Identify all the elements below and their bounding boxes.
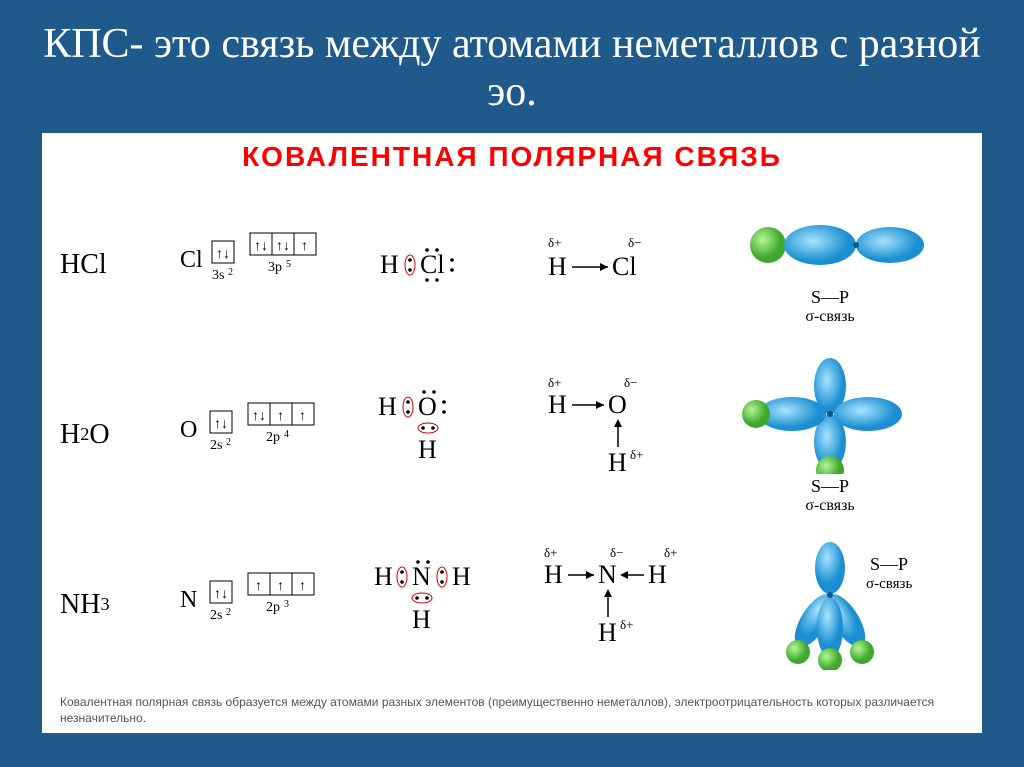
svg-text:H: H [598,618,617,647]
svg-text:O: O [418,392,437,421]
svg-text:δ−: δ− [628,235,641,250]
svg-text:H: H [608,448,627,477]
formula-nh3: NH3 [60,520,170,690]
orbital-hcl: S—P σ-связь [710,181,950,351]
svg-text:δ+: δ+ [548,375,561,390]
svg-text:3s: 3s [212,268,224,283]
dipole-svg-h2o: δ+ H δ− O H δ+ [540,375,690,495]
svg-text:H: H [412,605,431,634]
svg-text:H: H [378,392,397,421]
svg-text:↑: ↑ [299,579,306,594]
svg-text:H: H [452,562,471,591]
svg-text:δ+: δ+ [620,617,633,632]
svg-text:↑↓: ↑↓ [214,417,228,432]
econf-svg-h2o: O ↑↓ 2s 2 ↑↓ ↑ ↑ 2p 4 [180,399,350,471]
lewis-nh3: H N H H [370,520,530,690]
svg-text:↑: ↑ [299,409,306,424]
svg-text:↑: ↑ [277,409,284,424]
svg-text:H: H [648,560,667,589]
svg-text:N: N [180,587,197,613]
footnote: Ковалентная полярная связь образуется ме… [60,695,964,726]
econf-nh3: N ↑↓ 2s 2 ↑ ↑ ↑ 2p 3 [180,520,360,690]
svg-text:2s: 2s [210,608,222,623]
svg-text:4: 4 [284,429,289,440]
svg-text:σ-связь: σ-связь [866,576,912,592]
svg-text:3: 3 [284,599,289,610]
dipole-hcl: δ+ H δ− Cl [540,181,700,351]
svg-text:2p: 2p [266,430,280,445]
svg-text:2s: 2s [210,438,222,453]
svg-text:↑: ↑ [255,579,262,594]
orbital-svg-nh3: S—P σ-связь [740,540,920,670]
diagram-grid: HCl Cl ↑↓ 3s2 ↑↓ ↑↓ ↑ 3p5 [60,181,964,690]
lewis-svg-h2o: H O H [370,380,510,490]
lewis-hcl: H Cl [370,181,530,351]
svg-text:δ+: δ+ [664,545,677,560]
svg-text:δ+: δ+ [544,545,557,560]
svg-text:H: H [418,435,437,464]
sigma-label-2: σ-связь [805,497,854,515]
svg-text:2: 2 [226,437,231,448]
econf-svg-nh3: N ↑↓ 2s 2 ↑ ↑ ↑ 2p 3 [180,569,350,641]
sigma-label-1: σ-связь [805,308,854,326]
svg-text:O: O [180,417,197,443]
svg-text:δ−: δ− [624,375,637,390]
formula-h2o: H2O [60,350,170,520]
svg-text:↑: ↑ [301,239,308,254]
econf-svg-hcl: Cl ↑↓ 3s 2 ↑↓ ↑↓ ↑ 3p 5 [180,229,350,301]
svg-text:5: 5 [286,259,291,270]
formula-hcl: HCl [60,181,170,351]
sp-label-1: S—P [811,287,849,308]
svg-text:3p: 3p [268,260,282,275]
orbital-nh3: S—P σ-связь [710,520,950,690]
orbital-h2o: S—P σ-связь [710,350,950,520]
svg-text:2p: 2p [266,600,280,615]
orbital-svg-h2o [730,354,930,474]
lewis-h2o: H O H [370,350,530,520]
svg-text:N: N [412,562,431,591]
econf-h2o: O ↑↓ 2s 2 ↑↓ ↑ ↑ 2p 4 [180,350,360,520]
svg-text:H: H [548,390,567,419]
svg-text:↑: ↑ [277,579,284,594]
svg-text:δ+: δ+ [630,447,643,462]
svg-text:↑↓: ↑↓ [216,247,230,262]
svg-text:2: 2 [226,607,231,618]
dipole-nh3: δ+ H δ− N δ+ H H δ+ [540,520,700,690]
econf-hcl: Cl ↑↓ 3s 2 ↑↓ ↑↓ ↑ 3p 5 [180,181,360,351]
svg-text:Cl: Cl [420,250,445,279]
svg-text:S—P: S—P [870,554,908,574]
dipole-svg-hcl: δ+ H δ− Cl [540,235,690,295]
svg-text:↑↓: ↑↓ [214,587,228,602]
sp-label-2: S—P [811,476,849,497]
orbital-svg-hcl [730,205,930,285]
dipole-svg-nh3: δ+ H δ− N δ+ H H δ+ [540,545,700,665]
svg-text:N: N [598,560,617,589]
svg-text:δ+: δ+ [548,235,561,250]
svg-text:H: H [544,560,563,589]
svg-text:↑↓: ↑↓ [254,239,268,254]
diagram-panel: КОВАЛЕНТНАЯ ПОЛЯРНАЯ СВЯЗЬ HCl Cl ↑↓ 3s2… [42,133,982,733]
svg-text:H: H [380,250,399,279]
svg-text:H: H [548,252,567,281]
svg-text:↑↓: ↑↓ [252,409,266,424]
svg-text:2: 2 [228,267,233,278]
svg-text:H: H [374,562,393,591]
svg-text:δ−: δ− [610,545,623,560]
slide-title: КПС- это связь между атомами неметаллов … [0,0,1024,133]
lewis-svg-nh3: H N H H [370,550,520,660]
svg-text:Cl: Cl [180,247,203,273]
svg-text:O: O [608,390,627,419]
lewis-svg-hcl: H Cl [370,235,510,295]
diagram-title: КОВАЛЕНТНАЯ ПОЛЯРНАЯ СВЯЗЬ [60,141,964,173]
svg-text:↑↓: ↑↓ [276,239,290,254]
svg-text:Cl: Cl [612,252,637,281]
dipole-h2o: δ+ H δ− O H δ+ [540,350,700,520]
